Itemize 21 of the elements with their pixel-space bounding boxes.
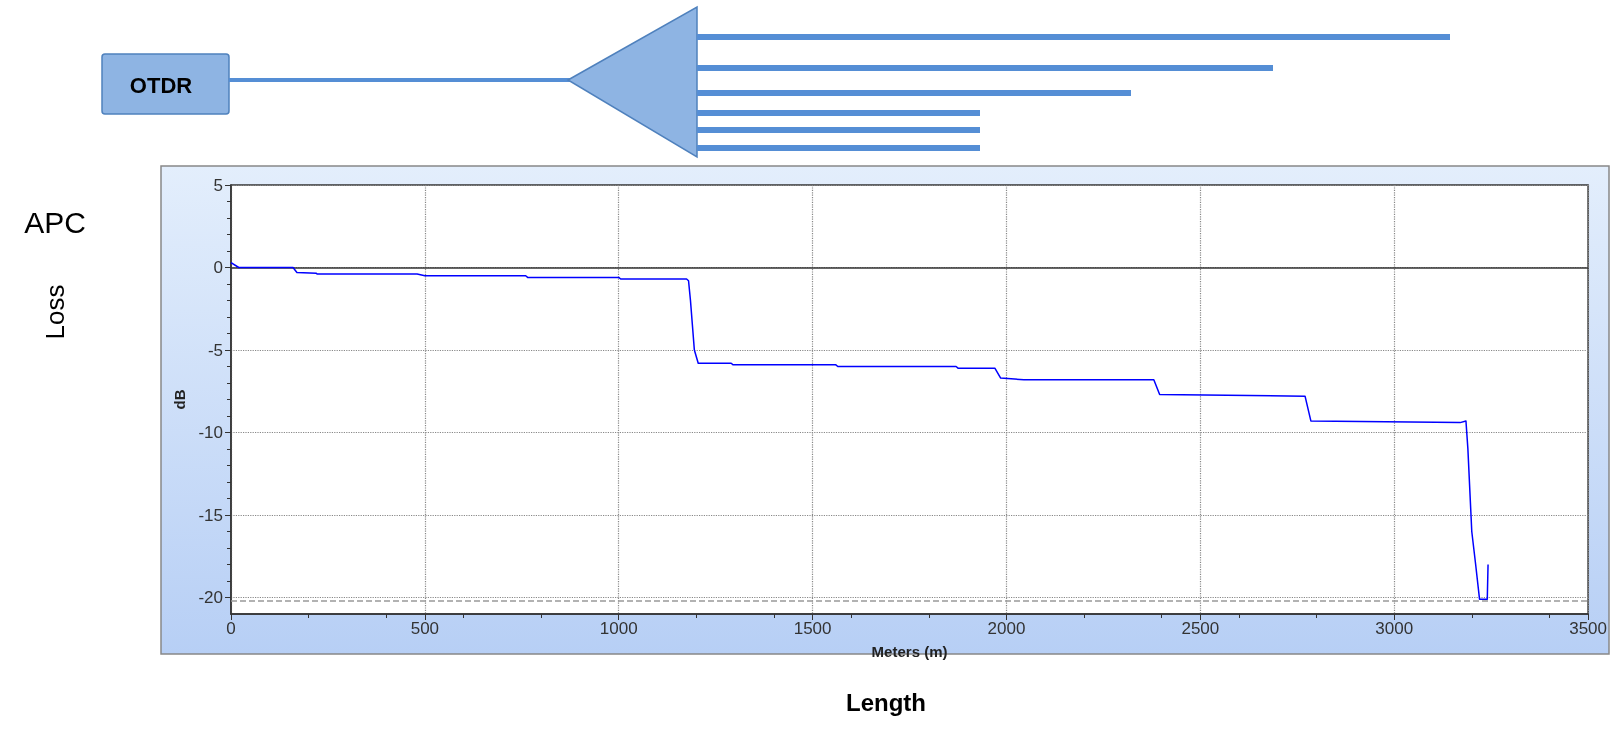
text: Length <box>846 688 926 716</box>
x-tick-label: 1500 <box>793 619 832 638</box>
y-tick-label: -20 <box>198 588 223 607</box>
x-tick-label: 2000 <box>987 619 1026 638</box>
x-tick-label: 2500 <box>1181 619 1220 638</box>
text: OTDR <box>129 72 193 98</box>
y-tick-label: 5 <box>213 175 223 195</box>
y-tick-label: 0 <box>213 258 223 277</box>
x-axis-title: Meters (m) <box>871 643 948 660</box>
y-tick-label: -15 <box>198 505 223 525</box>
y-tick-label: -5 <box>207 340 223 360</box>
y-tick-label: -10 <box>198 423 223 442</box>
x-tick-label: 500 <box>410 619 440 638</box>
text: Loss <box>40 284 70 340</box>
x-tick-label: 3500 <box>1569 619 1607 638</box>
x-tick-label: 3000 <box>1375 619 1414 638</box>
x-tick-label: 0 <box>226 619 236 638</box>
text: APC <box>24 205 86 239</box>
y-axis-title: dB <box>171 389 188 410</box>
x-tick-label: 1000 <box>599 619 638 638</box>
line-series <box>230 261 1489 600</box>
